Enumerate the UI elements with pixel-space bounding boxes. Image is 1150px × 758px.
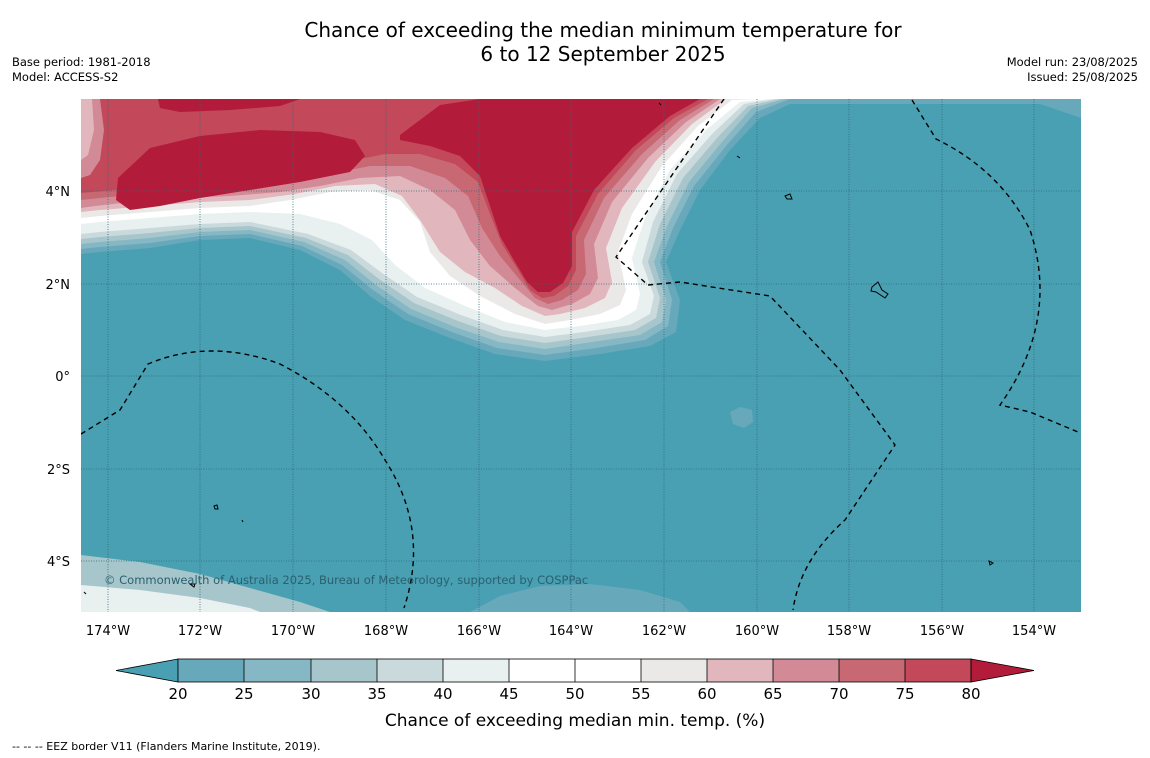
cool-patch-southwest-inner — [81, 585, 260, 612]
eez-footnote: -- -- -- EEZ border V11 (Flanders Marine… — [12, 740, 321, 753]
graticule — [81, 99, 1081, 612]
colorbar-tick-20: 20 — [168, 685, 187, 703]
eez-borders — [81, 99, 1079, 611]
lon-label-172w: 172°W — [178, 624, 222, 639]
colorbar-swatch-45-50 — [509, 659, 575, 682]
title-line-1: Chance of exceeding the median minimum t… — [304, 18, 902, 42]
lon-label-160w: 160°W — [735, 624, 779, 639]
lon-label-156w: 156°W — [920, 624, 964, 639]
colorbar-swatch-50-55 — [575, 659, 641, 682]
model-info: Base period: 1981-2018 Model: ACCESS-S2 — [12, 55, 151, 85]
lat-label-4s: 4°S — [47, 555, 70, 570]
colorbar-ticks: 20 25 30 35 40 45 50 55 60 65 70 75 80 — [168, 685, 980, 703]
white-patch-west — [81, 99, 94, 160]
model-run-date: Model run: 23/08/2025 — [1006, 55, 1138, 69]
lon-label-154w: 154°W — [1012, 624, 1056, 639]
longitude-labels: 174°W 172°W 170°W 168°W 166°W 164°W 162°… — [86, 624, 1056, 639]
title-line-2: 6 to 12 September 2025 — [480, 42, 726, 66]
cool-patch-small — [730, 407, 753, 428]
lon-label-170w: 170°W — [271, 624, 315, 639]
colorbar-tick-45: 45 — [499, 685, 518, 703]
colorbar-arrow-high — [970, 658, 1035, 683]
lon-label-164w: 164°W — [549, 624, 593, 639]
colorbar-title: Chance of exceeding median min. temp. (%… — [385, 711, 765, 731]
band-above-80-west — [116, 130, 365, 210]
colorbar-swatch-65-70 — [773, 659, 839, 682]
base-period: Base period: 1981-2018 — [12, 55, 151, 69]
lat-label-2n: 2°N — [46, 278, 71, 293]
latitude-labels: 4°N 2°N 0° 2°S 4°S — [46, 185, 71, 570]
model-name: Model: ACCESS-S2 — [12, 70, 119, 84]
lon-label-158w: 158°W — [827, 624, 871, 639]
colorbar-swatch-35-40 — [377, 659, 443, 682]
lat-label-0: 0° — [55, 370, 70, 385]
band-above-80-main — [400, 99, 700, 292]
colorbar-swatch-75-80 — [905, 659, 971, 682]
map-field: © Commonwealth of Australia 2025, Bureau… — [81, 99, 1081, 612]
colorbar-arrow-low — [115, 658, 179, 683]
lat-label-4n: 4°N — [46, 185, 71, 200]
issued-date: Issued: 25/08/2025 — [1027, 70, 1138, 84]
colorbar-dividers — [177, 658, 972, 683]
lon-label-174w: 174°W — [86, 624, 130, 639]
lon-label-166w: 166°W — [457, 624, 501, 639]
colorbar-swatch-30-35 — [311, 659, 377, 682]
colorbar-tick-80: 80 — [961, 685, 980, 703]
cool-patch-south — [470, 584, 690, 612]
colorbar-tick-65: 65 — [763, 685, 782, 703]
chart-title: Chance of exceeding the median minimum t… — [0, 18, 1150, 66]
colorbar-tick-25: 25 — [234, 685, 253, 703]
colorbar-tick-30: 30 — [301, 685, 320, 703]
band-above-80-north — [158, 99, 300, 112]
copyright-notice: © Commonwealth of Australia 2025, Bureau… — [104, 573, 588, 587]
colorbar-tick-55: 55 — [631, 685, 650, 703]
run-info: Model run: 23/08/2025 Issued: 25/08/2025 — [1007, 55, 1138, 85]
lat-label-2s: 2°S — [47, 463, 70, 478]
colorbar-swatch-20-25 — [178, 659, 244, 682]
colorbar-tick-40: 40 — [433, 685, 452, 703]
colorbar-tick-75: 75 — [895, 685, 914, 703]
colorbar-tick-70: 70 — [829, 685, 848, 703]
colorbar-swatch-40-45 — [443, 659, 509, 682]
colorbar-tick-35: 35 — [367, 685, 386, 703]
colorbar-swatch-55-60 — [641, 659, 707, 682]
colorbar-tick-60: 60 — [697, 685, 716, 703]
colorbar-swatch-70-75 — [839, 659, 905, 682]
colorbar-swatch-60-65 — [707, 659, 773, 682]
colorbar-swatch-25-30 — [244, 659, 311, 682]
colorbar-tick-50: 50 — [565, 685, 584, 703]
islands — [83, 102, 994, 595]
lon-label-162w: 162°W — [642, 624, 686, 639]
lon-label-168w: 168°W — [364, 624, 408, 639]
colorbar: 20 25 30 35 40 45 50 55 60 65 70 75 80 C… — [115, 658, 1035, 731]
